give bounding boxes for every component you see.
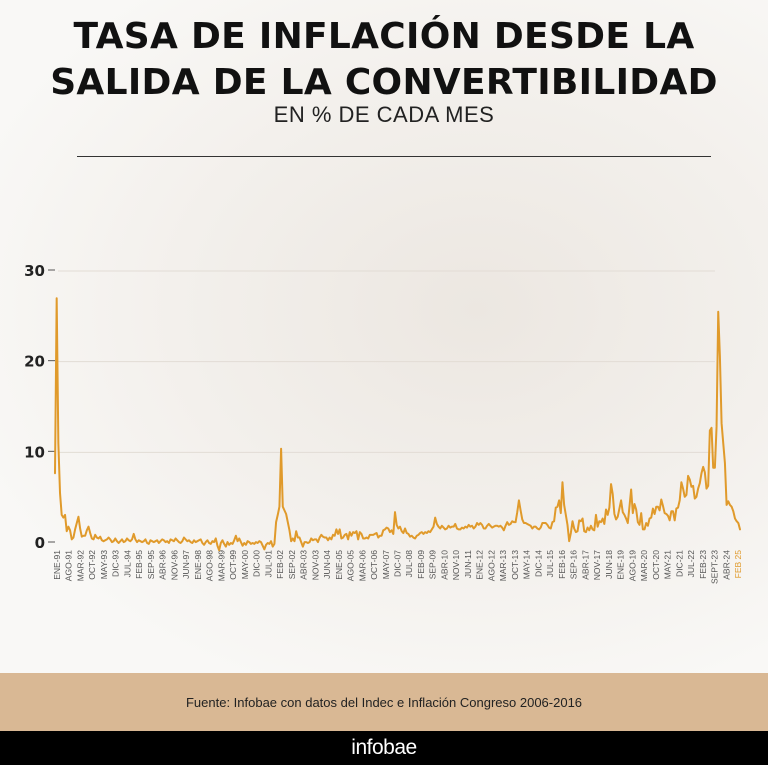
x-tick-label: MAY-07 (381, 550, 391, 580)
source-bar: Fuente: Infobae con datos del Indec e In… (0, 673, 768, 731)
x-tick-label: AGO-98 (205, 550, 215, 581)
x-tick-label: JUL-01 (263, 550, 273, 578)
x-tick-label: ENE-19 (616, 550, 626, 580)
x-tick-label: ENE-05 (334, 550, 344, 580)
x-tick-label: AGO-19 (627, 550, 637, 581)
x-tick-label: JUL-94 (122, 550, 132, 578)
x-tick-label: NOV-17 (592, 550, 602, 581)
x-tick-label: ENE-12 (475, 550, 485, 580)
y-tick-label-30: 30 (24, 262, 45, 280)
x-tick-label: AGO-12 (486, 550, 496, 581)
x-tick-label: JUN-97 (181, 550, 191, 579)
y-tick-label-0: 0 (35, 534, 45, 552)
x-tick-label: MAR-06 (357, 550, 367, 581)
x-tick-label: SEPT-23 (710, 550, 720, 584)
x-tick-label: JUL-22 (686, 550, 696, 578)
x-tick-label: FEB-95 (134, 550, 144, 579)
x-tick-label: DIC-21 (674, 550, 684, 577)
x-tick-label: JUN-04 (322, 550, 332, 579)
page-title: TASA DE INFLACIÓN DESDE LA SALIDA DE LA … (0, 14, 768, 106)
x-tick-label: DIC-07 (393, 550, 403, 577)
x-tick-label: OCT-99 (228, 550, 238, 580)
x-tick-label: FEB-16 (557, 550, 567, 579)
x-tick-label: ABR-17 (580, 550, 590, 580)
x-tick-label: ENE-98 (193, 550, 203, 580)
x-tick-label: ENE-91 (52, 550, 62, 580)
x-tick-label: FEB-09 (416, 550, 426, 579)
background (0, 0, 768, 673)
x-tick-label: MAY-21 (663, 550, 673, 580)
x-tick-label: FEB 25 (733, 550, 743, 579)
x-tick-label: MAR-99 (216, 550, 226, 581)
x-tick-label: ABR-96 (158, 550, 168, 580)
x-tick-label: ABR-10 (439, 550, 449, 580)
infobae-logo: infobae (351, 736, 417, 759)
x-tick-label: MAR-20 (639, 550, 649, 581)
x-tick-label: DIC-93 (111, 550, 121, 577)
x-tick-label: NOV-03 (310, 550, 320, 581)
x-tick-label: MAR-13 (498, 550, 508, 581)
x-tick-label: SEP-16 (569, 550, 579, 580)
source-text: Fuente: Infobae con datos del Indec e In… (185, 694, 583, 710)
x-tick-label: OCT-92 (87, 550, 97, 580)
x-tick-label: MAY-93 (99, 550, 109, 580)
y-tick-label-10: 10 (24, 443, 45, 461)
x-tick-label: OCT-13 (510, 550, 520, 580)
x-tick-label: ABR-24 (721, 550, 731, 580)
x-tick-label: NOV-10 (451, 550, 461, 581)
x-tick-label: SEP-95 (146, 550, 156, 580)
x-tick-label: AGO-05 (346, 550, 356, 581)
x-tick-label: SEP-09 (428, 550, 438, 580)
x-tick-label: NOV-96 (169, 550, 179, 581)
x-tick-label: MAR-92 (75, 550, 85, 581)
title-line-2: SALIDA DE LA CONVERTIBILIDAD (50, 62, 718, 103)
x-tick-label: FEB-23 (698, 550, 708, 579)
x-tick-label: FEB-02 (275, 550, 285, 579)
x-tick-label: MAY-00 (240, 550, 250, 580)
title-divider (77, 156, 711, 157)
title-line-1: TASA DE INFLACIÓN DESDE LA (73, 16, 695, 57)
x-tick-label: JUN-11 (463, 550, 473, 578)
x-tick-label: JUL-08 (404, 550, 414, 578)
page-subtitle: EN % DE CADA MES (273, 102, 495, 127)
x-tick-label: ABR-03 (299, 550, 309, 580)
x-tick-label: OCT-06 (369, 550, 379, 580)
x-tick-label: OCT-20 (651, 550, 661, 580)
x-tick-label: JUN-18 (604, 550, 614, 579)
y-tick-label-20: 20 (24, 353, 45, 371)
brand-bar: infobae (0, 731, 768, 765)
x-tick-label: AGO-91 (64, 550, 74, 581)
x-tick-label: MAY-14 (522, 550, 532, 580)
x-tick-label: DIC-00 (252, 550, 262, 577)
x-tick-label: SEP-02 (287, 550, 297, 580)
x-tick-label: JUL-15 (545, 550, 555, 578)
x-tick-label: DIC-14 (533, 550, 543, 577)
series-line-inflacion (54, 297, 741, 552)
